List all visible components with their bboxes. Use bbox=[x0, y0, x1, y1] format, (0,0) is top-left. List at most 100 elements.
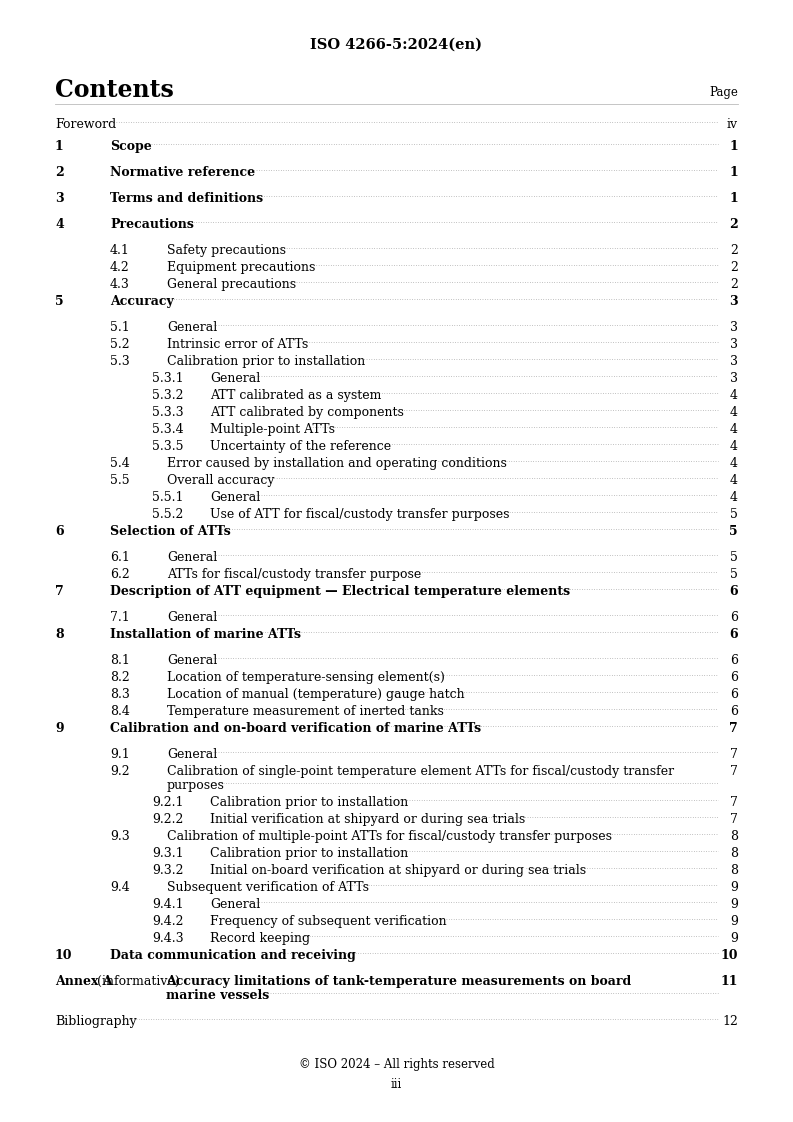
Text: Bibliography: Bibliography bbox=[55, 1015, 136, 1028]
Text: Foreword: Foreword bbox=[55, 118, 117, 131]
Text: 6.1: 6.1 bbox=[110, 551, 130, 564]
Text: 4: 4 bbox=[730, 440, 738, 453]
Text: Uncertainty of the reference: Uncertainty of the reference bbox=[210, 440, 391, 453]
Text: Initial verification at shipyard or during sea trials: Initial verification at shipyard or duri… bbox=[210, 813, 525, 826]
Text: 7: 7 bbox=[55, 585, 63, 598]
Text: 6: 6 bbox=[730, 611, 738, 624]
Text: 4: 4 bbox=[730, 473, 738, 487]
Text: Selection of ATTs: Selection of ATTs bbox=[110, 525, 231, 539]
Text: © ISO 2024 – All rights reserved: © ISO 2024 – All rights reserved bbox=[299, 1058, 494, 1072]
Text: 1: 1 bbox=[730, 140, 738, 153]
Text: 1: 1 bbox=[55, 140, 63, 153]
Text: General precautions: General precautions bbox=[167, 278, 296, 291]
Text: 5: 5 bbox=[730, 508, 738, 521]
Text: 9.3.2: 9.3.2 bbox=[152, 864, 183, 877]
Text: Annex A: Annex A bbox=[55, 975, 113, 988]
Text: 5.1: 5.1 bbox=[110, 321, 130, 334]
Text: 6: 6 bbox=[730, 705, 738, 718]
Text: Error caused by installation and operating conditions: Error caused by installation and operati… bbox=[167, 457, 507, 470]
Text: 9.4: 9.4 bbox=[110, 881, 130, 894]
Text: 9.2.1: 9.2.1 bbox=[152, 795, 183, 809]
Text: 11: 11 bbox=[721, 975, 738, 988]
Text: 5: 5 bbox=[730, 525, 738, 539]
Text: 5.3.1: 5.3.1 bbox=[152, 373, 184, 385]
Text: 5.2: 5.2 bbox=[110, 338, 129, 351]
Text: 3: 3 bbox=[730, 295, 738, 309]
Text: 9: 9 bbox=[730, 932, 738, 945]
Text: 6: 6 bbox=[730, 585, 738, 598]
Text: 3: 3 bbox=[730, 338, 738, 351]
Text: Location of temperature-sensing element(s): Location of temperature-sensing element(… bbox=[167, 671, 445, 684]
Text: Calibration of multiple-point ATTs for fiscal/custody transfer purposes: Calibration of multiple-point ATTs for f… bbox=[167, 830, 612, 843]
Text: Frequency of subsequent verification: Frequency of subsequent verification bbox=[210, 916, 446, 928]
Text: General: General bbox=[210, 491, 260, 504]
Text: 6: 6 bbox=[730, 654, 738, 666]
Text: 4: 4 bbox=[730, 423, 738, 436]
Text: 2: 2 bbox=[730, 218, 738, 231]
Text: Calibration of single-point temperature element ATTs for fiscal/custody transfer: Calibration of single-point temperature … bbox=[167, 765, 674, 778]
Text: 5: 5 bbox=[730, 551, 738, 564]
Text: 8.4: 8.4 bbox=[110, 705, 130, 718]
Text: 9: 9 bbox=[730, 898, 738, 911]
Text: Contents: Contents bbox=[55, 79, 174, 102]
Text: Accuracy limitations of tank-temperature measurements on board: Accuracy limitations of tank-temperature… bbox=[167, 975, 631, 988]
Text: 5.5: 5.5 bbox=[110, 473, 129, 487]
Text: 1: 1 bbox=[730, 192, 738, 205]
Text: 7.1: 7.1 bbox=[110, 611, 130, 624]
Text: Accuracy: Accuracy bbox=[110, 295, 174, 309]
Text: 5.5.1: 5.5.1 bbox=[152, 491, 183, 504]
Text: 6: 6 bbox=[730, 671, 738, 684]
Text: 10: 10 bbox=[55, 949, 72, 962]
Text: 2: 2 bbox=[730, 278, 738, 291]
Text: 5: 5 bbox=[55, 295, 63, 309]
Text: Calibration prior to installation: Calibration prior to installation bbox=[210, 847, 408, 859]
Text: 9.1: 9.1 bbox=[110, 748, 130, 761]
Text: Intrinsic error of ATTs: Intrinsic error of ATTs bbox=[167, 338, 308, 351]
Text: General: General bbox=[210, 898, 260, 911]
Text: 8: 8 bbox=[730, 864, 738, 877]
Text: 9.4.1: 9.4.1 bbox=[152, 898, 184, 911]
Text: ATT calibrated as a system: ATT calibrated as a system bbox=[210, 389, 381, 402]
Text: 9: 9 bbox=[730, 916, 738, 928]
Text: 2: 2 bbox=[55, 166, 63, 180]
Text: 7: 7 bbox=[730, 721, 738, 735]
Text: Installation of marine ATTs: Installation of marine ATTs bbox=[110, 628, 301, 641]
Text: 8: 8 bbox=[730, 847, 738, 859]
Text: 4: 4 bbox=[730, 491, 738, 504]
Text: 5.3: 5.3 bbox=[110, 355, 130, 368]
Text: 4: 4 bbox=[55, 218, 63, 231]
Text: 12: 12 bbox=[722, 1015, 738, 1028]
Text: 5.3.3: 5.3.3 bbox=[152, 406, 184, 419]
Text: General: General bbox=[167, 551, 217, 564]
Text: Page: Page bbox=[709, 86, 738, 99]
Text: 7: 7 bbox=[730, 813, 738, 826]
Text: Initial on-board verification at shipyard or during sea trials: Initial on-board verification at shipyar… bbox=[210, 864, 586, 877]
Text: 4.3: 4.3 bbox=[110, 278, 130, 291]
Text: Equipment precautions: Equipment precautions bbox=[167, 261, 316, 274]
Text: General: General bbox=[167, 748, 217, 761]
Text: ATT calibrated by components: ATT calibrated by components bbox=[210, 406, 404, 419]
Text: Calibration and on-board verification of marine ATTs: Calibration and on-board verification of… bbox=[110, 721, 481, 735]
Text: (informative): (informative) bbox=[97, 975, 179, 988]
Text: 3: 3 bbox=[55, 192, 63, 205]
Text: iii: iii bbox=[391, 1078, 402, 1091]
Text: Scope: Scope bbox=[110, 140, 151, 153]
Text: 6: 6 bbox=[55, 525, 63, 539]
Text: Location of manual (temperature) gauge hatch: Location of manual (temperature) gauge h… bbox=[167, 688, 465, 701]
Text: Overall accuracy: Overall accuracy bbox=[167, 473, 274, 487]
Text: 9.3.1: 9.3.1 bbox=[152, 847, 184, 859]
Text: Record keeping: Record keeping bbox=[210, 932, 310, 945]
Text: 6: 6 bbox=[730, 688, 738, 701]
Text: 4: 4 bbox=[730, 406, 738, 419]
Text: 4: 4 bbox=[730, 457, 738, 470]
Text: 5.3.5: 5.3.5 bbox=[152, 440, 183, 453]
Text: 9.2.2: 9.2.2 bbox=[152, 813, 183, 826]
Text: 3: 3 bbox=[730, 373, 738, 385]
Text: 4.2: 4.2 bbox=[110, 261, 130, 274]
Text: 8.1: 8.1 bbox=[110, 654, 130, 666]
Text: 5.3.2: 5.3.2 bbox=[152, 389, 183, 402]
Text: 10: 10 bbox=[721, 949, 738, 962]
Text: 7: 7 bbox=[730, 795, 738, 809]
Text: 5.3.4: 5.3.4 bbox=[152, 423, 184, 436]
Text: 9.4.2: 9.4.2 bbox=[152, 916, 183, 928]
